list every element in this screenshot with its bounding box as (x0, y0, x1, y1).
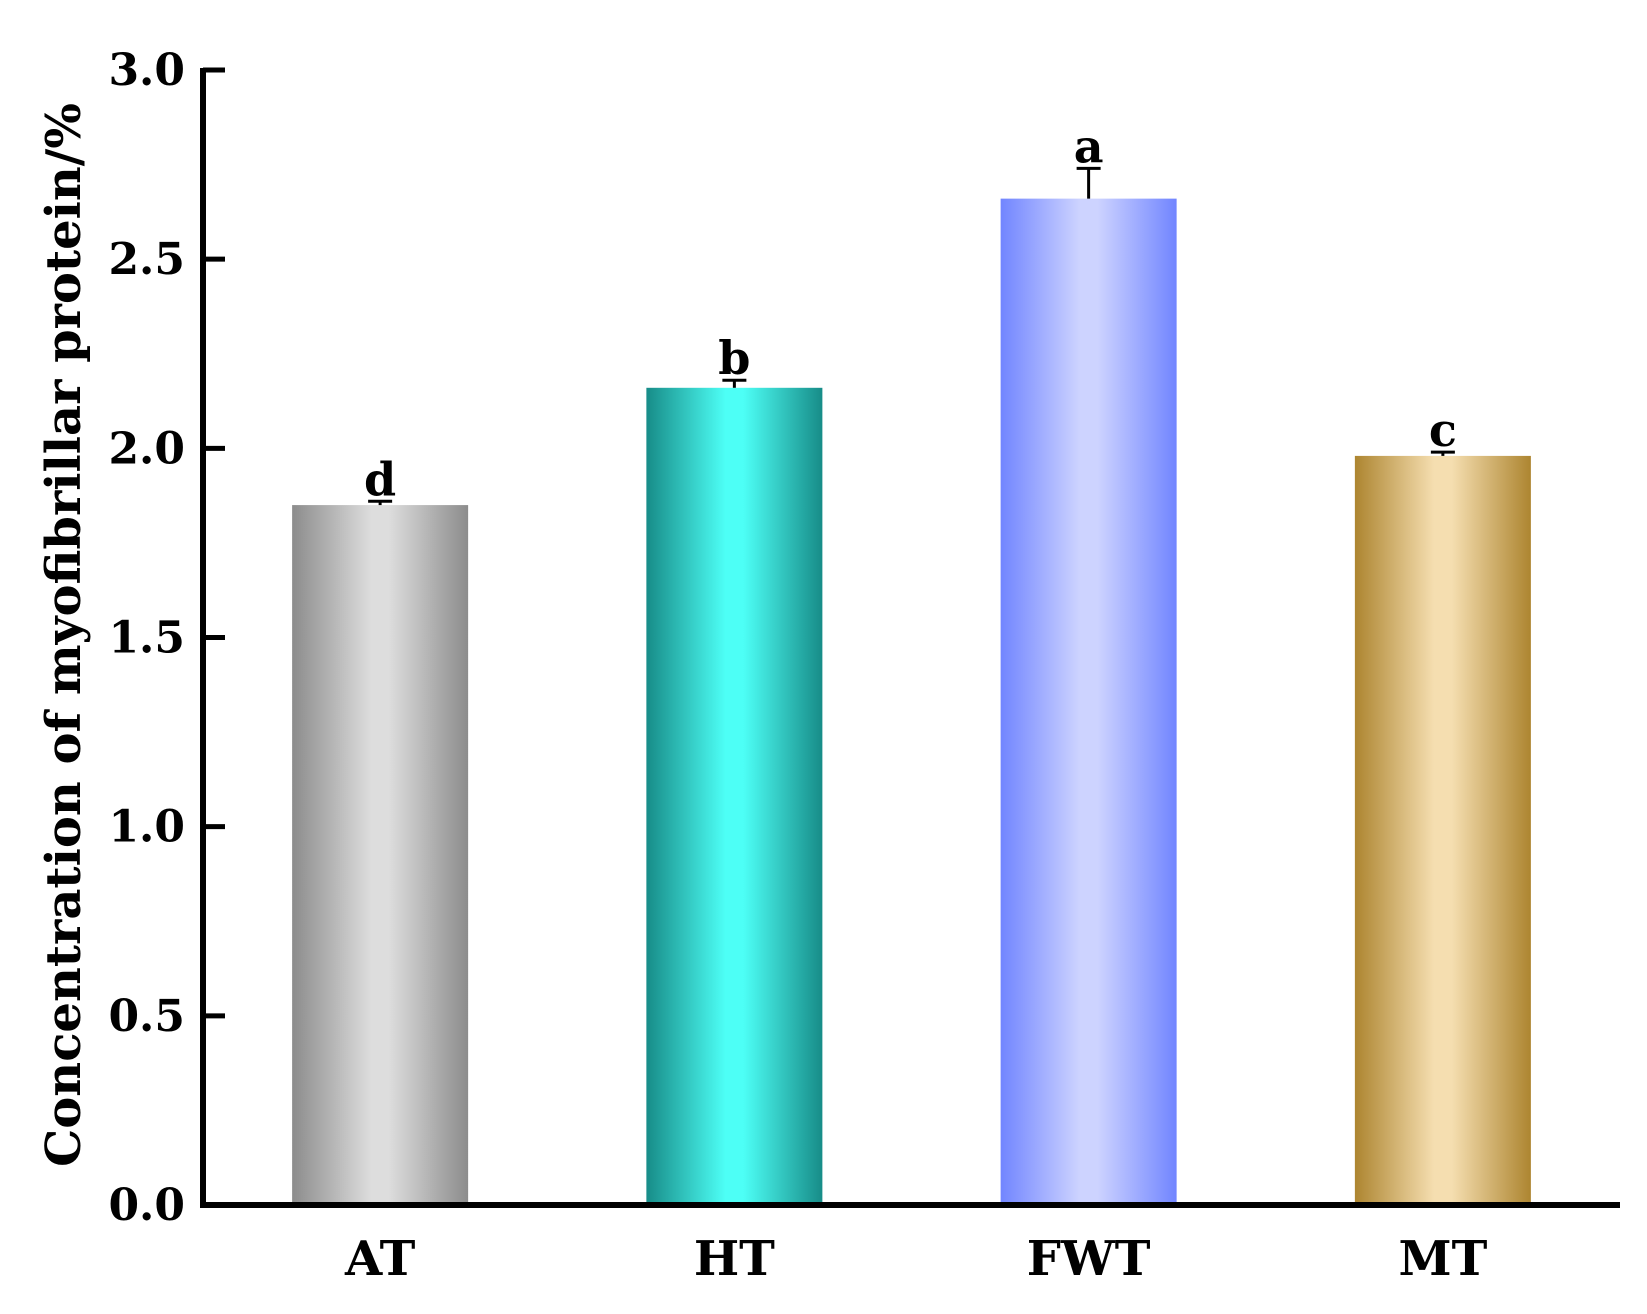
bar-fwt (1000, 198, 1177, 1206)
significance-letter-mt: c (1429, 403, 1457, 457)
labels-layer: d AT b HT a FWT c MT 0.0 0.5 1.0 1.5 2.0 2.5 3.0 (108, 45, 1487, 1287)
y-tick-label: 0.5 (108, 991, 185, 1042)
bar-mt (1354, 455, 1531, 1205)
significance-letter-ht: b (718, 331, 750, 385)
axes-layer (200, 67, 1620, 1208)
x-tick-label-fwt: FWT (1027, 1231, 1151, 1287)
y-tick-label: 2.0 (108, 423, 185, 474)
y-tick-label: 1.0 (108, 802, 185, 853)
bar-at (292, 505, 469, 1205)
x-tick-label-mt: MT (1398, 1231, 1487, 1287)
y-tick-label: 2.5 (108, 234, 185, 285)
bars-layer (292, 198, 1531, 1206)
significance-letter-at: d (364, 452, 396, 506)
y-axis-title: Concentration of myofibrillar protein/% (36, 103, 92, 1167)
y-tick-label: 1.5 (108, 613, 185, 664)
significance-letter-fwt: a (1074, 119, 1104, 173)
y-tick-label: 3.0 (108, 45, 185, 96)
x-tick-label-at: AT (344, 1231, 416, 1287)
y-tick-label: 0.0 (108, 1180, 185, 1231)
error-bars-layer (368, 166, 1455, 506)
x-tick-label-ht: HT (694, 1231, 775, 1287)
bar-ht (646, 387, 823, 1205)
